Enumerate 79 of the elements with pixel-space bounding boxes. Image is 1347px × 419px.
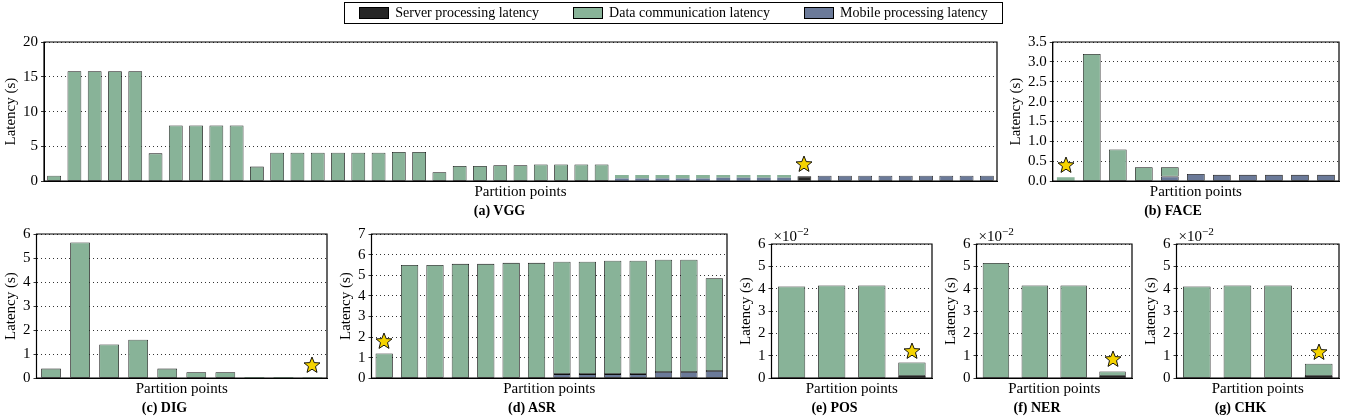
y-tick-label: 4 <box>358 286 366 303</box>
bar <box>1056 177 1075 181</box>
y-tick-label: 5 <box>30 137 38 154</box>
y-tick-label: 6 <box>1163 234 1171 251</box>
y-tick-label: 3 <box>23 297 31 314</box>
bar <box>675 178 690 181</box>
y-axis-title: Latency (s) <box>1 77 19 146</box>
y-tick-label: 0.5 <box>1028 152 1047 169</box>
y-tick-label: 1.5 <box>1028 112 1047 129</box>
x-axis-title: Partition points <box>805 380 898 397</box>
legend-label: Server processing latency <box>395 5 540 21</box>
y-tick-label: 2 <box>358 327 366 344</box>
y-tick-label: 0 <box>758 369 766 386</box>
text: (c) DIG <box>141 400 188 417</box>
y-tick-label: 2 <box>963 324 971 341</box>
y-tick-label: 1 <box>1163 346 1171 363</box>
y-tick-label: 20 <box>23 32 38 49</box>
y-tick-label: 6 <box>23 224 31 241</box>
y-tick-label: 3 <box>1163 302 1171 319</box>
y-tick-label: 3.0 <box>1028 52 1047 69</box>
y-tick-label: 1 <box>963 346 971 363</box>
y-tick-label: 0 <box>30 172 38 189</box>
y-tick-label: 6 <box>963 234 971 251</box>
y-tick-label: 5 <box>758 257 766 274</box>
y-tick-label: 15 <box>23 67 38 84</box>
text: (b) FACE <box>1144 203 1202 220</box>
y-tick-label: 2.0 <box>1028 92 1047 109</box>
y-tick-label: 6 <box>758 234 766 251</box>
y-tick-label: 6 <box>358 245 366 262</box>
y-tick-label: 7 <box>358 224 366 241</box>
y-tick-label: 3 <box>758 302 766 319</box>
y-tick-label: 0 <box>23 369 31 386</box>
y-axis-title: Latency (s) <box>1 272 19 341</box>
y-tick-label: 3.5 <box>1028 32 1047 49</box>
x-axis-title: Partition points <box>1211 380 1304 397</box>
y-tick-label: 1.0 <box>1028 132 1047 149</box>
y-axis-title: Latency (s) <box>1006 77 1024 146</box>
y-tick-label: 10 <box>23 102 38 119</box>
text: (f) NER <box>1013 400 1062 417</box>
y-tick-label: 4 <box>23 273 31 289</box>
legend-label: Mobile processing latency <box>840 5 988 21</box>
y-axis-title: Latency (s) <box>1141 277 1159 346</box>
y-tick-label: 4 <box>963 279 971 296</box>
text: (e) POS <box>811 400 858 417</box>
y-axis-title: Latency (s) <box>736 277 754 346</box>
text: (g) CHK <box>1214 400 1267 417</box>
y-tick-label: 2 <box>758 324 766 341</box>
y-tick-label: 0.0 <box>1028 172 1047 189</box>
y-tick-label: 2 <box>23 321 31 338</box>
bar <box>696 178 710 181</box>
x-axis-title: Partition points <box>474 183 567 200</box>
bar <box>635 178 650 181</box>
y-tick-label: 0 <box>963 369 971 386</box>
y-axis-title: Latency (s) <box>336 272 354 341</box>
y-tick-label: 3 <box>358 307 366 324</box>
y-tick-label: 4 <box>758 279 766 296</box>
y-tick-label: 2.5 <box>1028 72 1047 89</box>
y-tick-label: 0 <box>1163 369 1171 386</box>
x-axis-title: Partition points <box>1149 183 1243 200</box>
y-tick-label: 5 <box>23 248 31 265</box>
x-axis-title: Partition points <box>135 380 228 397</box>
y-tick-label: 3 <box>963 302 971 319</box>
x-axis-title: Partition points <box>503 380 596 397</box>
y-tick-label: 1 <box>358 348 366 365</box>
x-axis-title: Partition points <box>1008 380 1101 397</box>
y-tick-label: 5 <box>963 257 971 274</box>
bar <box>614 178 629 181</box>
bar <box>655 178 670 181</box>
y-tick-label: 0 <box>358 369 366 386</box>
y-tick-label: 1 <box>23 345 31 362</box>
y-tick-label: 5 <box>1163 257 1171 274</box>
y-tick-label: 2 <box>1163 324 1171 341</box>
y-tick-label: 5 <box>358 266 366 283</box>
text: (d) ASR <box>508 400 557 417</box>
y-tick-label: 4 <box>1163 279 1171 296</box>
legend-label: Data communication latency <box>609 5 771 21</box>
y-tick-label: 1 <box>758 346 766 363</box>
y-axis-title: Latency (s) <box>941 277 959 346</box>
text: (a) VGG <box>473 203 526 220</box>
